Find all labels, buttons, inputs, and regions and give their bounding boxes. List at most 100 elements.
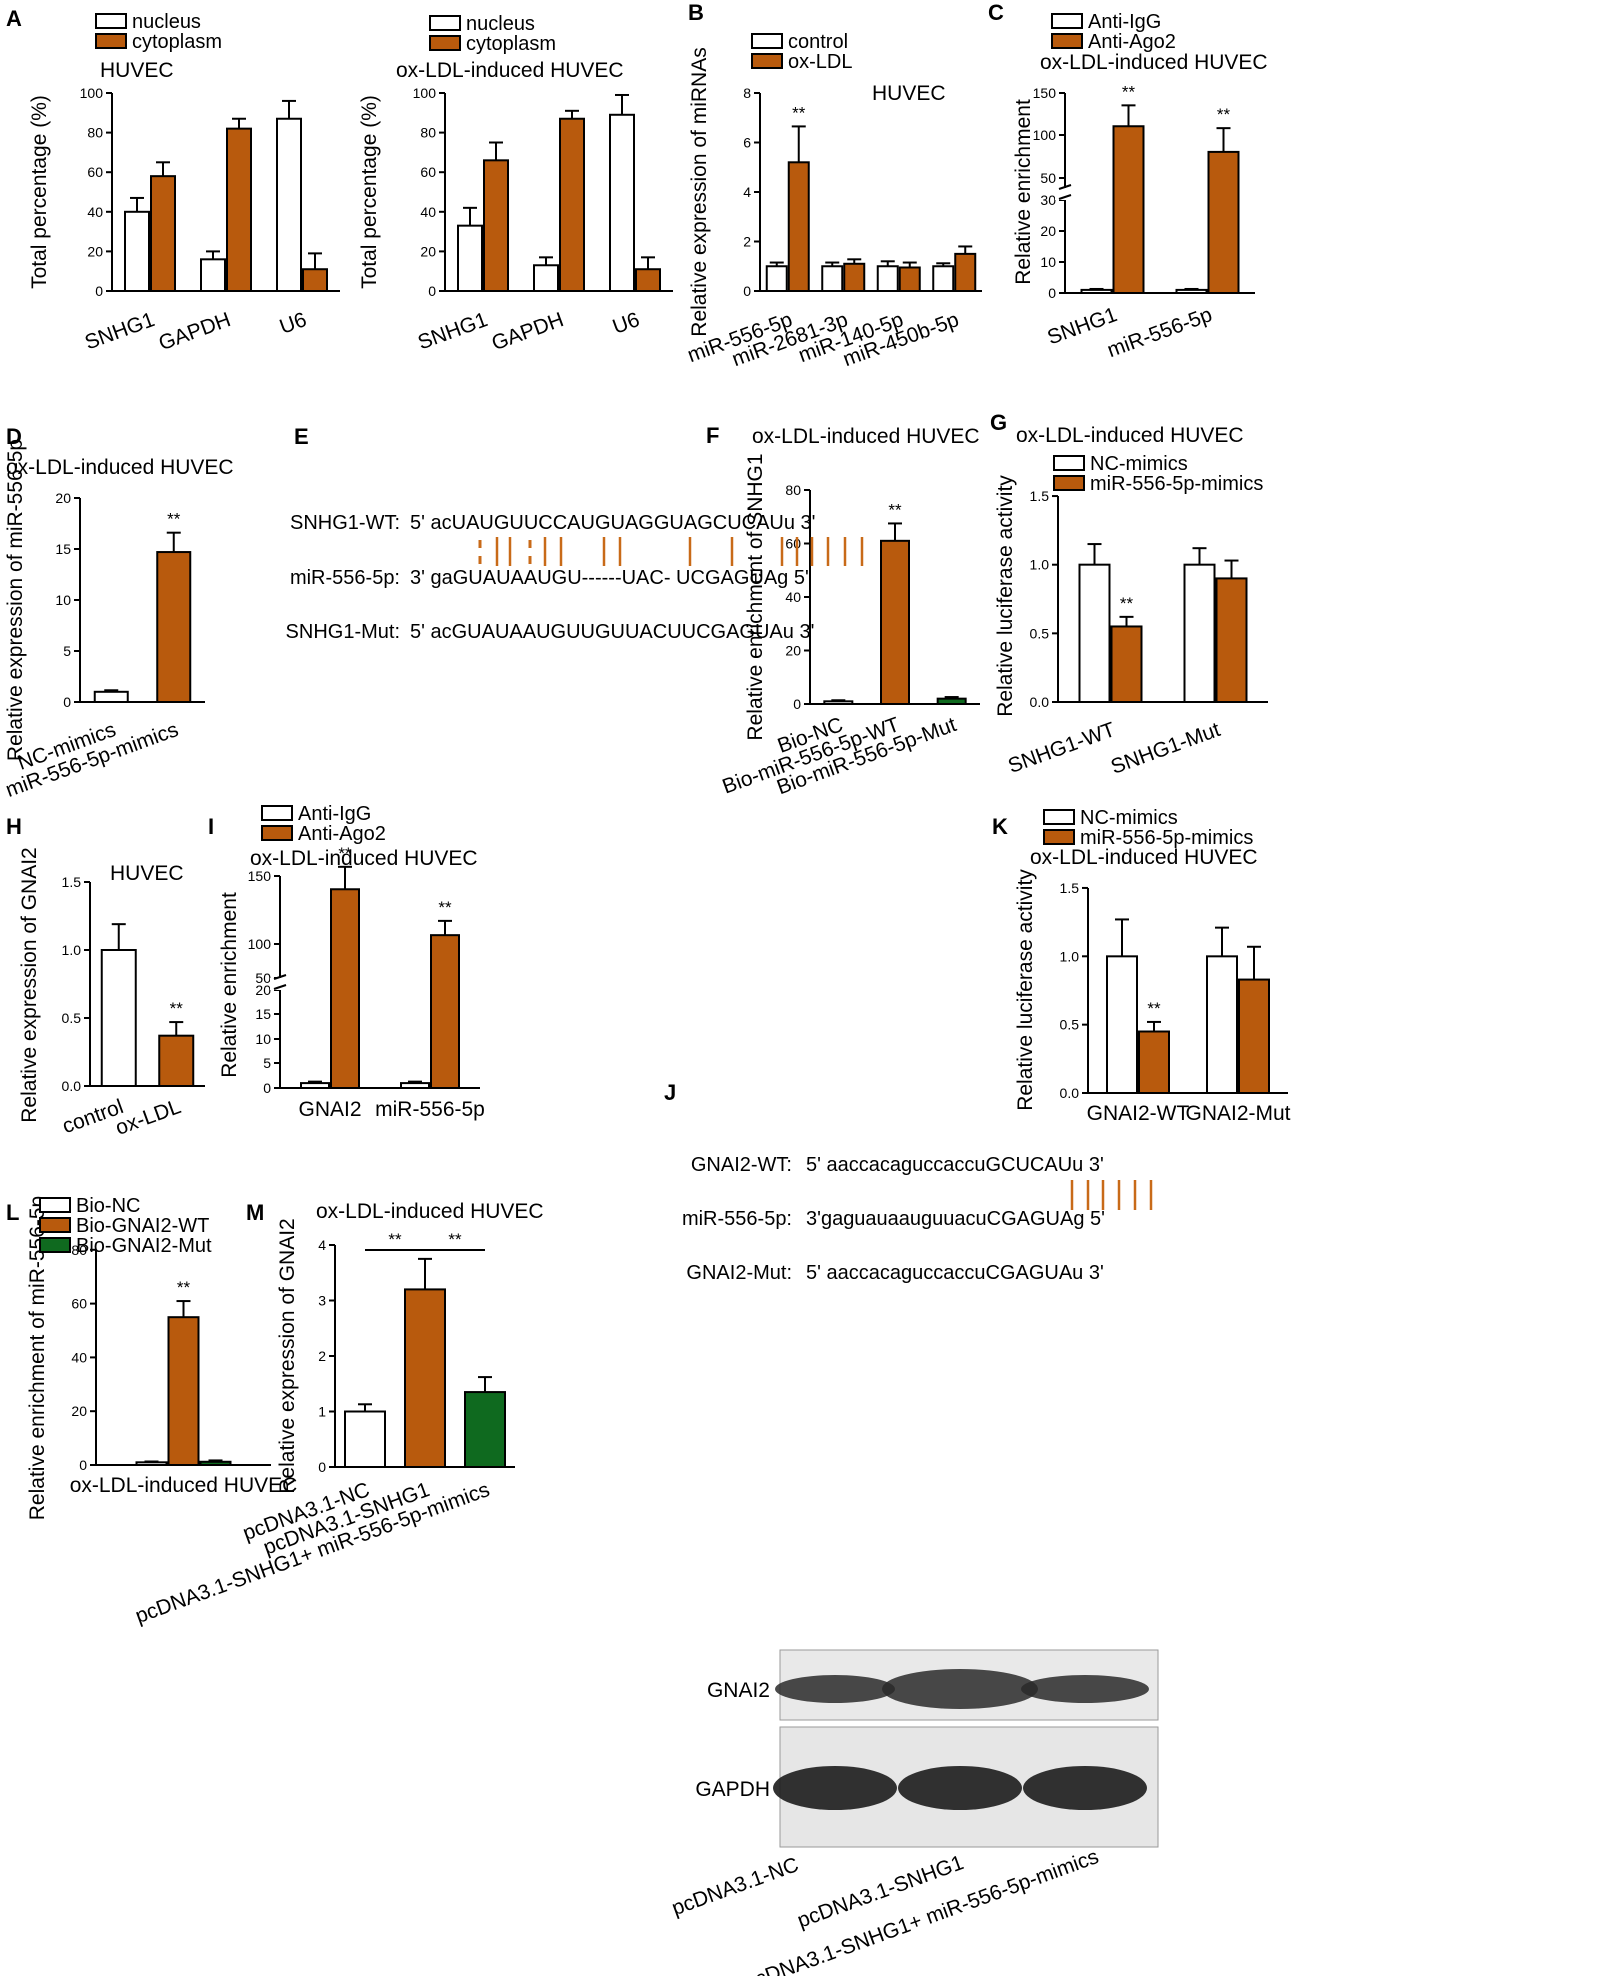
x-tick-label: GNAI2-Mut (1185, 1102, 1290, 1125)
y-axis-label: Total percentage (%) (358, 95, 381, 289)
bar (932, 265, 955, 292)
bar (150, 175, 176, 292)
panel-title: ox-LDL-induced HUVEC (1030, 846, 1258, 869)
x-tick-label: U6 (610, 308, 643, 339)
y-tick-label: 0.0 (1060, 1085, 1080, 1101)
y-tick-label: 60 (785, 536, 801, 552)
y-tick-label: 60 (87, 164, 103, 180)
y-tick-label: 4 (318, 1237, 326, 1253)
y-axis-label: Relative expression of miRNAs (688, 47, 711, 336)
bar (1078, 563, 1111, 704)
y-tick-label: 20 (255, 982, 271, 998)
band-GNAI2 (882, 1669, 1038, 1709)
bar (457, 224, 483, 292)
y-tick-label: 3 (318, 1293, 326, 1309)
significance-mark: ** (1147, 999, 1161, 1018)
legend-label: Bio-GNAI2-Mut (76, 1235, 212, 1257)
y-axis-label: Relative enrichment of SNHG1 (744, 453, 767, 740)
y-axis-label: Relative luciferase activity (994, 475, 1017, 717)
sequence-label: GNAI2-Mut: (686, 1262, 792, 1284)
x-tick-label: ox-LDL (112, 1095, 183, 1140)
bar (124, 210, 150, 292)
y-tick-label: 100 (413, 85, 437, 101)
bar (898, 266, 921, 292)
panel-letter: I (208, 814, 214, 839)
chart-H: 0.0 0.5 1.0 1.5 Relative expression of GNAI2… (6, 814, 205, 1140)
y-tick-label: 0 (1048, 285, 1056, 301)
y-tick-label: 1.5 (62, 874, 82, 890)
legend-label: Bio-GNAI2-WT (76, 1215, 209, 1237)
y-tick-label: 1.5 (1060, 880, 1080, 896)
legend-swatch (95, 33, 127, 49)
y-tick-label: 0.5 (1030, 625, 1050, 641)
bar (156, 551, 192, 703)
legend-swatch (39, 1217, 71, 1233)
chart-D: 0 5 10 15 20 Relative expression of miR-556-5… (3, 424, 234, 802)
y-tick-label: 50 (255, 970, 271, 986)
legend-label: miR-556-5p-mimics (1090, 473, 1263, 495)
x-tick-label: SNHG1 (415, 308, 491, 354)
y-tick-label: 10 (55, 592, 71, 608)
y-tick-label: 20 (785, 643, 801, 659)
legend-label: miR-556-5p-mimics (1080, 827, 1253, 849)
bar (1106, 955, 1138, 1094)
bar (276, 117, 302, 292)
y-tick-label: 2 (318, 1348, 326, 1364)
y-tick-label: 60 (420, 164, 436, 180)
y-tick-label: 100 (80, 85, 104, 101)
y-tick-label: 15 (55, 541, 71, 557)
panel-title: HUVEC (100, 59, 174, 82)
legend-swatch (429, 35, 461, 51)
x-tick-label: miR-556-5p (1104, 303, 1215, 362)
bar (787, 161, 810, 292)
y-axis-label: Relative luciferase activity (1014, 869, 1037, 1111)
legend-swatch (1053, 455, 1085, 471)
chart-K: 0.0 0.5 1.0 1.5 Relative luciferase activity… (992, 814, 1291, 1125)
legend-label: nucleus (466, 13, 535, 35)
panel-letter: A (6, 6, 22, 31)
significance-mark: ** (167, 510, 181, 529)
panel-title: ox-LDL-induced HUVEC (6, 456, 234, 479)
panel-letter: H (6, 814, 22, 839)
y-tick-label: 1.0 (1030, 557, 1050, 573)
blot-band-label: GNAI2 (707, 1679, 770, 1702)
y-tick-label: 4 (743, 184, 751, 200)
significance-mark: ** (1120, 594, 1134, 613)
bar (765, 265, 788, 292)
y-axis-label: Relative enrichment (218, 892, 241, 1078)
y-tick-label: 100 (248, 936, 272, 952)
bar (954, 252, 977, 292)
legend-swatch (261, 825, 293, 841)
legend-label: Anti-IgG (1088, 11, 1161, 33)
x-tick-label: U6 (277, 308, 310, 339)
bar (344, 1410, 386, 1468)
sequence-text: 3'gaguauaauguuacuCGAGUAg 5' (806, 1208, 1105, 1230)
y-tick-label: 40 (71, 1349, 87, 1365)
significance-mark: ** (792, 103, 806, 122)
panel-title: ox-LDL-induced HUVEC (1016, 424, 1244, 447)
bar (1110, 625, 1143, 704)
x-tick-label: GAPDH (489, 308, 567, 355)
bar (302, 268, 328, 293)
y-tick-label: 0 (63, 694, 71, 710)
bar (609, 113, 635, 292)
bar (936, 697, 967, 706)
band-GAPDH (1023, 1766, 1147, 1810)
legend-swatch (751, 53, 783, 69)
y-tick-label: 0 (79, 1457, 87, 1473)
sequence-label: miR-556-5p: (290, 567, 400, 589)
band-GNAI2 (1021, 1675, 1149, 1703)
bar (559, 117, 585, 292)
y-tick-label: 80 (420, 125, 436, 141)
panel-letter: B (688, 0, 704, 25)
chart-A1: 0 20 40 60 80 100 Total percentage (%) SNHG1GAP… (6, 6, 340, 355)
blot-band-label: GAPDH (695, 1778, 770, 1801)
x-tick-label: SNHG1 (82, 308, 158, 354)
y-tick-label: 50 (1040, 170, 1056, 186)
x-tick-label: GNAI2 (298, 1098, 361, 1121)
y-tick-label: 150 (1033, 85, 1057, 101)
